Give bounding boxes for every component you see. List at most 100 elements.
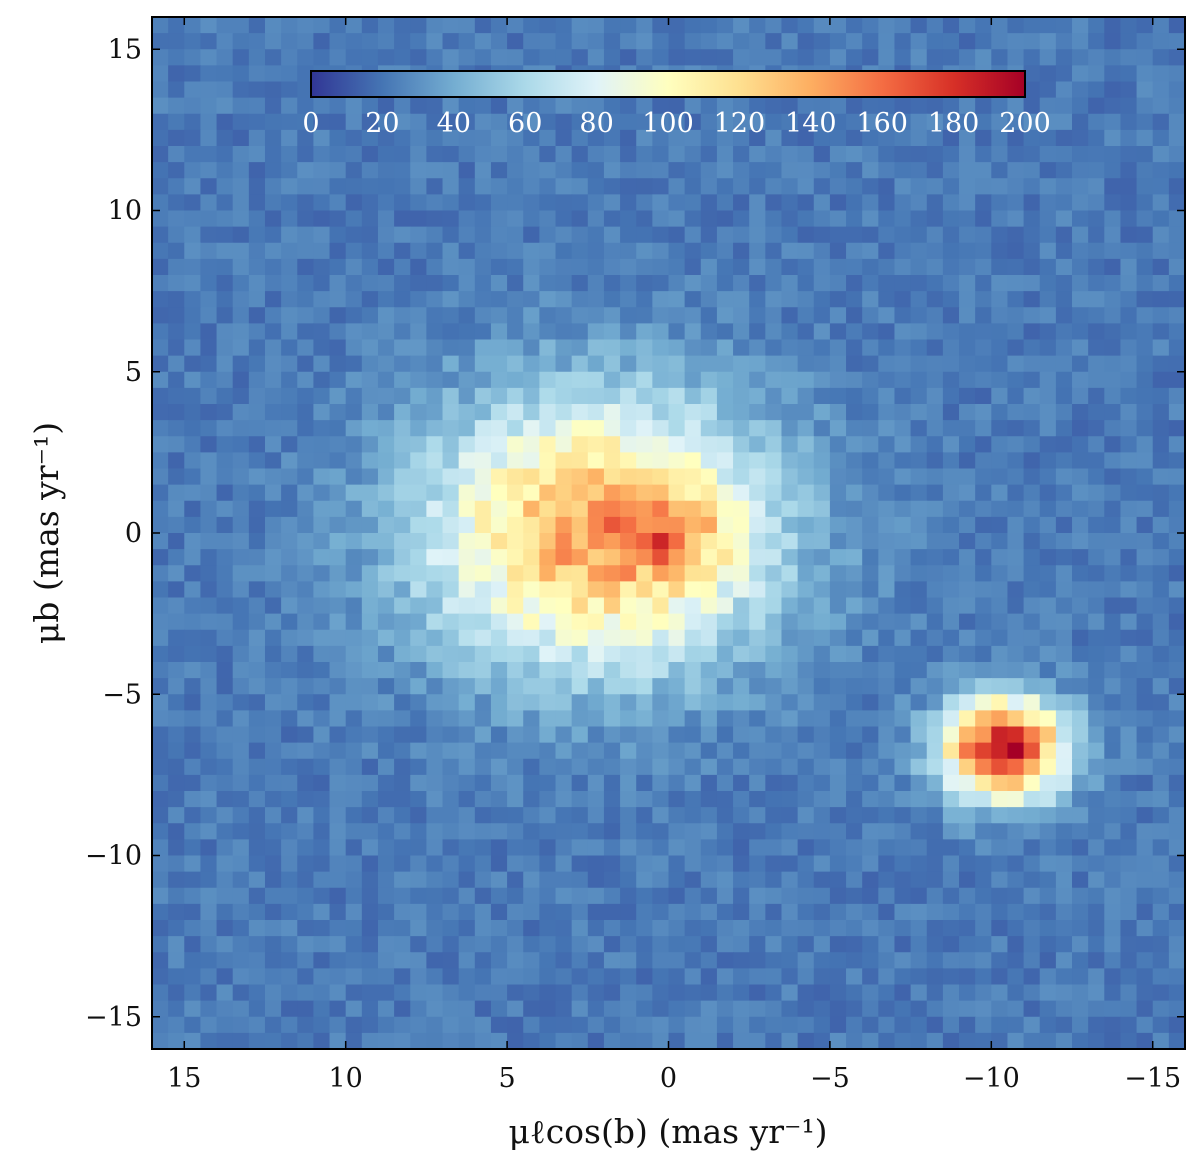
heatmap-cell: [410, 581, 427, 599]
heatmap-cell: [733, 984, 750, 1002]
heatmap-cell: [474, 549, 492, 566]
heatmap-cell: [152, 194, 169, 212]
heatmap-cell: [216, 694, 234, 711]
heatmap-cell: [1088, 629, 1105, 647]
heatmap-cell: [152, 533, 169, 550]
heatmap-cell: [1104, 581, 1122, 599]
heatmap-cell: [507, 436, 524, 453]
heatmap-cell: [684, 597, 702, 615]
heatmap-cell: [942, 952, 960, 969]
heatmap-cell: [200, 823, 218, 840]
heatmap-cell: [442, 194, 460, 212]
heatmap-cell: [652, 468, 670, 486]
heatmap-cell: [1168, 258, 1186, 276]
heatmap-cell: [507, 113, 524, 131]
heatmap-cell: [991, 129, 1009, 147]
heatmap-cell: [539, 936, 557, 953]
heatmap-cell: [829, 678, 847, 695]
heatmap-cell: [587, 323, 605, 341]
heatmap-cell: [490, 500, 508, 518]
heatmap-cell: [555, 791, 573, 808]
heatmap-cell: [152, 952, 169, 969]
heatmap-cell: [894, 726, 912, 744]
heatmap-cell: [345, 146, 363, 163]
heatmap-cell: [216, 355, 234, 373]
heatmap-cell: [1152, 774, 1170, 792]
heatmap-cell: [152, 581, 169, 599]
heatmap-cell: [878, 210, 896, 228]
heatmap-cell: [1168, 420, 1186, 437]
heatmap-cell: [733, 726, 750, 744]
heatmap-cell: [620, 404, 637, 421]
heatmap-cell: [846, 162, 863, 179]
heatmap-cell: [490, 581, 508, 599]
heatmap-cell: [1023, 984, 1041, 1002]
heatmap-cell: [829, 887, 847, 905]
heatmap-cell: [329, 516, 347, 534]
heatmap-cell: [1120, 549, 1138, 566]
heatmap-cell: [490, 484, 508, 502]
heatmap-cell: [910, 887, 928, 905]
heatmap-cell: [991, 97, 1009, 115]
heatmap-cell: [474, 920, 492, 937]
heatmap-cell: [959, 226, 976, 244]
heatmap-cell: [539, 549, 557, 566]
heatmap-cell: [910, 516, 928, 534]
heatmap-cell: [200, 920, 218, 937]
heatmap-cell: [733, 662, 750, 679]
heatmap-cell: [571, 1032, 589, 1050]
heatmap-cell: [700, 758, 718, 776]
heatmap-cell: [959, 549, 976, 566]
heatmap-cell: [248, 291, 266, 308]
heatmap-cell: [458, 952, 476, 969]
heatmap-cell: [329, 662, 347, 679]
heatmap-cell: [700, 500, 718, 518]
heatmap-cell: [1088, 323, 1105, 341]
heatmap-cell: [442, 371, 460, 389]
heatmap-cell: [232, 807, 250, 824]
heatmap-cell: [716, 146, 734, 163]
heatmap-cell: [733, 33, 750, 50]
heatmap-cell: [1104, 823, 1122, 840]
heatmap-cell: [846, 323, 863, 341]
heatmap-cell: [781, 887, 799, 905]
heatmap-cell: [571, 146, 589, 163]
heatmap-cell: [394, 275, 411, 292]
heatmap-cell: [281, 871, 298, 889]
heatmap-cell: [700, 33, 718, 50]
heatmap-cell: [862, 516, 879, 534]
heatmap-cell: [878, 597, 896, 615]
heatmap-cell: [862, 968, 879, 986]
heatmap-cell: [926, 710, 944, 728]
heatmap-cell: [216, 823, 234, 840]
heatmap-cell: [571, 758, 589, 776]
heatmap-cell: [410, 194, 427, 212]
heatmap-cell: [200, 887, 218, 905]
heatmap-cell: [410, 500, 427, 518]
heatmap-cell: [168, 468, 185, 486]
heatmap-cell: [846, 387, 863, 405]
heatmap-cell: [1104, 597, 1122, 615]
heatmap-cell: [216, 81, 234, 99]
heatmap-cell: [313, 33, 331, 50]
heatmap-cell: [571, 33, 589, 50]
heatmap-cell: [684, 710, 702, 728]
heatmap-cell: [264, 581, 282, 599]
heatmap-cell: [829, 952, 847, 969]
heatmap-cell: [1023, 678, 1041, 695]
heatmap-cell: [200, 678, 218, 695]
heatmap-cell: [345, 533, 363, 550]
heatmap-cell: [216, 226, 234, 244]
heatmap-cell: [539, 678, 557, 695]
heatmap-cell: [926, 468, 944, 486]
heatmap-cell: [636, 774, 653, 792]
heatmap-cell: [474, 33, 492, 50]
heatmap-cell: [1039, 1000, 1057, 1018]
heatmap-cell: [281, 678, 298, 695]
heatmap-cell: [313, 339, 331, 357]
heatmap-cell: [733, 194, 750, 212]
heatmap-cell: [523, 436, 540, 453]
heatmap-cell: [926, 645, 944, 663]
heatmap-cell: [1072, 355, 1089, 373]
heatmap-cell: [636, 839, 653, 857]
